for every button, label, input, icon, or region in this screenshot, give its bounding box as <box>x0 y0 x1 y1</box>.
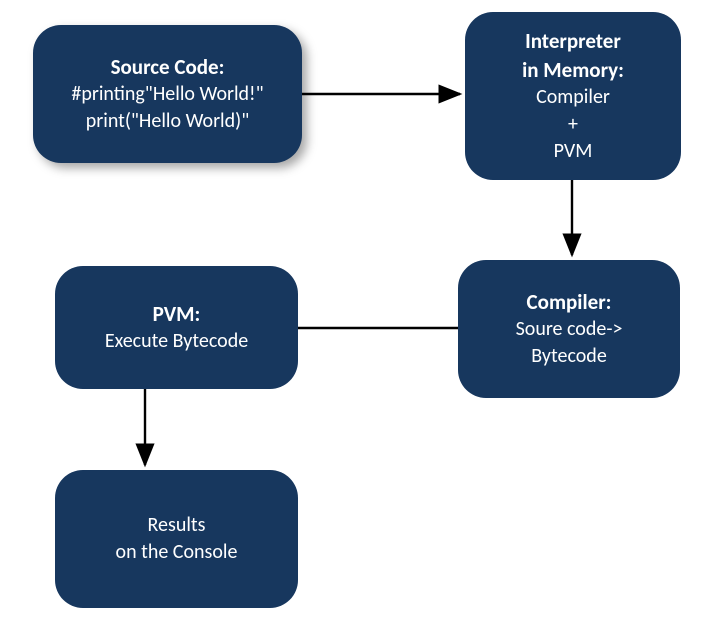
node-interpreter: Interpreter in Memory: Compiler + PVM <box>465 12 681 180</box>
node-source-title: Source Code: <box>111 53 225 81</box>
node-compiler-line2: Bytecode <box>531 343 607 370</box>
node-pvm-title: PVM: <box>153 300 201 328</box>
node-interpreter-title1: Interpreter <box>525 27 621 55</box>
node-source-line2: print("Hello World)" <box>86 108 250 135</box>
node-interpreter-title2: in Memory: <box>522 56 624 84</box>
node-source-code: Source Code: #printing"Hello World!" pri… <box>33 25 302 163</box>
node-source-line1: #printing"Hello World!" <box>71 81 263 108</box>
node-interpreter-line3: PVM <box>554 138 593 165</box>
node-pvm: PVM: Execute Bytecode <box>55 266 298 389</box>
node-interpreter-line1: Compiler <box>536 84 610 111</box>
node-results: Results on the Console <box>55 470 298 608</box>
node-compiler-title: Compiler: <box>527 288 612 316</box>
node-compiler-line1: Soure code-> <box>516 316 623 343</box>
node-compiler: Compiler: Soure code-> Bytecode <box>458 260 680 398</box>
node-results-line1: Results <box>148 512 206 539</box>
node-results-line2: on the Console <box>116 539 238 566</box>
node-interpreter-line2: + <box>568 111 578 138</box>
node-pvm-line1: Execute Bytecode <box>105 328 248 355</box>
